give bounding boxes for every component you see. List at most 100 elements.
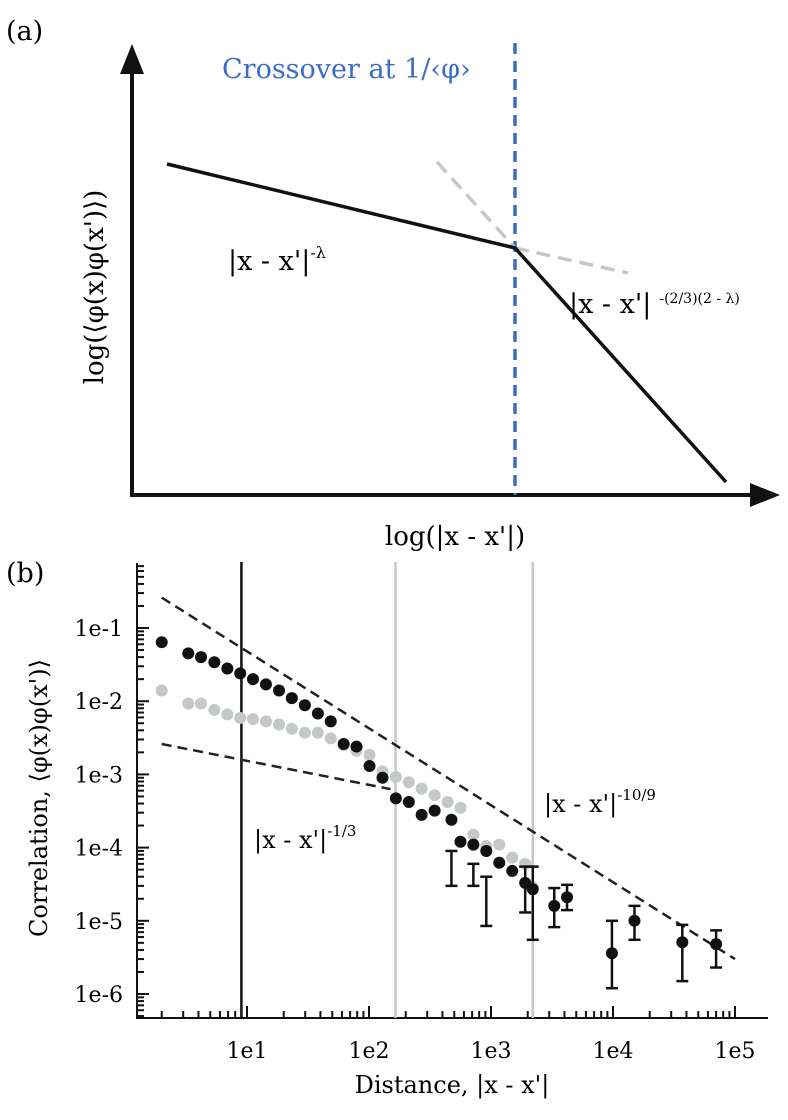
panel-a: (a) Crossover at 1/‹φ› |x - x'|-λ |x - x…	[6, 16, 780, 552]
data-point-black	[324, 715, 337, 728]
data-point-black	[155, 636, 168, 649]
data-point-black	[467, 838, 480, 851]
data-point-black	[402, 795, 415, 808]
series-black	[155, 636, 723, 990]
panel-b-reference-lines	[161, 596, 736, 961]
panel-a-law-left: |x - x'|-λ	[228, 243, 326, 277]
data-point-black	[350, 740, 363, 753]
y-tick-label: 1e-4	[75, 837, 123, 862]
data-point-black	[259, 678, 272, 691]
data-point-grey	[273, 718, 286, 731]
y-tick-label: 1e-5	[75, 910, 123, 935]
panel-a-xlabel: log(|x - x'|)	[385, 522, 525, 552]
data-point-grey	[182, 697, 195, 710]
y-tick-label: 1e-6	[75, 983, 123, 1008]
panel-a-law-right-exp: -(2/3)(2 - λ)	[659, 291, 740, 307]
x-tick-label: 1e5	[714, 1039, 755, 1064]
data-point-grey	[415, 782, 428, 795]
panel-a-law-left-base: |x - x'|	[228, 246, 310, 277]
panel-b-law-small-base: |x - x'|	[254, 826, 327, 855]
data-point-black	[363, 760, 376, 773]
data-point-black	[506, 864, 519, 877]
data-point-grey	[428, 789, 441, 802]
data-point-black	[234, 667, 247, 680]
x-tick-label: 1e1	[226, 1039, 267, 1064]
panel-a-label: (a)	[6, 16, 43, 47]
data-point-grey	[195, 697, 208, 710]
x-tick-label: 1e3	[470, 1039, 511, 1064]
data-point-grey	[155, 684, 168, 697]
data-point-black	[605, 947, 618, 960]
data-point-black	[493, 856, 506, 869]
data-point-grey	[454, 801, 467, 814]
data-point-black	[337, 738, 350, 751]
data-point-grey	[247, 713, 260, 726]
data-point-black	[376, 771, 389, 784]
data-point-black	[526, 883, 539, 896]
data-point-black	[454, 835, 467, 848]
panel-b-xlabel: Distance, |x - x'|	[355, 1071, 550, 1100]
panel-a-law-left-exp: -λ	[310, 243, 326, 262]
y-tick-label: 1e-3	[75, 763, 123, 788]
data-point-grey	[208, 703, 221, 716]
data-point-black	[298, 699, 311, 712]
panel-a-y-arrow	[120, 44, 144, 74]
panel-a-law-right: |x - x'| -(2/3)(2 - λ)	[569, 289, 740, 320]
data-point-grey	[324, 732, 337, 745]
data-point-grey	[298, 726, 311, 739]
data-point-grey	[493, 838, 506, 851]
panel-a-correlation-line	[166, 162, 728, 484]
x-tick-label: 1e2	[348, 1039, 389, 1064]
data-point-black	[561, 891, 574, 904]
data-point-black	[676, 936, 689, 949]
panel-a-dashed-steep	[435, 160, 517, 250]
series-grey	[155, 684, 539, 893]
data-point-grey	[506, 851, 519, 864]
data-point-black	[195, 651, 208, 664]
data-point-black	[182, 647, 195, 660]
panel-a-dashed-shallow	[514, 246, 629, 275]
panel-a-ylabel: log(⟨φ(x)φ(x')⟩)	[80, 190, 110, 385]
data-point-black	[273, 684, 286, 697]
data-point-black	[247, 673, 260, 686]
data-point-grey	[285, 722, 298, 735]
data-point-grey	[234, 711, 247, 724]
data-point-black	[311, 707, 324, 720]
data-point-grey	[467, 828, 480, 841]
data-point-black	[208, 656, 221, 669]
panel-b-law-big-exp: -10/9	[617, 786, 656, 804]
data-point-black	[415, 808, 428, 821]
x-tick-label: 1e4	[592, 1039, 633, 1064]
data-point-grey	[402, 776, 415, 789]
reference-line-shallow	[161, 742, 391, 791]
data-point-grey	[441, 795, 454, 808]
y-tick-label: 1e-2	[75, 690, 123, 715]
data-point-black	[221, 662, 234, 675]
panel-a-x-arrow	[750, 483, 780, 507]
panel-b-law-big: |x - x'|-10/9	[544, 786, 656, 819]
data-point-grey	[311, 726, 324, 739]
data-point-black	[389, 792, 402, 805]
data-point-black	[710, 938, 723, 951]
panel-b-law-small-exp: -1/3	[327, 822, 356, 840]
panel-b-law-small: |x - x'|-1/3	[254, 822, 356, 855]
data-point-grey	[221, 708, 234, 721]
panel-b-label: (b)	[6, 558, 44, 589]
panel-b-law-big-base: |x - x'|	[544, 790, 617, 819]
data-point-grey	[389, 771, 402, 784]
crossover-label: Crossover at 1/‹φ›	[222, 54, 471, 85]
panel-a-law-right-base: |x - x'|	[569, 289, 651, 320]
panel-b-ylabel: Correlation, ⟨φ(x)φ(x')⟩	[25, 659, 53, 937]
data-point-black	[285, 692, 298, 705]
data-point-black	[480, 844, 493, 857]
panel-b-ticks: 1e1 1e2 1e3 1e4 1e5 1e-6 1e-5 1e-4 1e-3 1e-2 1e-1	[75, 565, 756, 1064]
y-tick-label: 1e-1	[75, 617, 123, 642]
data-point-black	[628, 914, 641, 927]
reference-line-steep	[161, 596, 736, 961]
panel-b-vertical-lines	[240, 562, 535, 1018]
data-point-grey	[363, 748, 376, 761]
data-point-black	[428, 804, 441, 817]
data-point-grey	[259, 715, 272, 728]
panel-b: (b) 1e1 1e2 1e3 1e4 1e51e-61e-51e-41e-31e-21…	[6, 558, 768, 1100]
